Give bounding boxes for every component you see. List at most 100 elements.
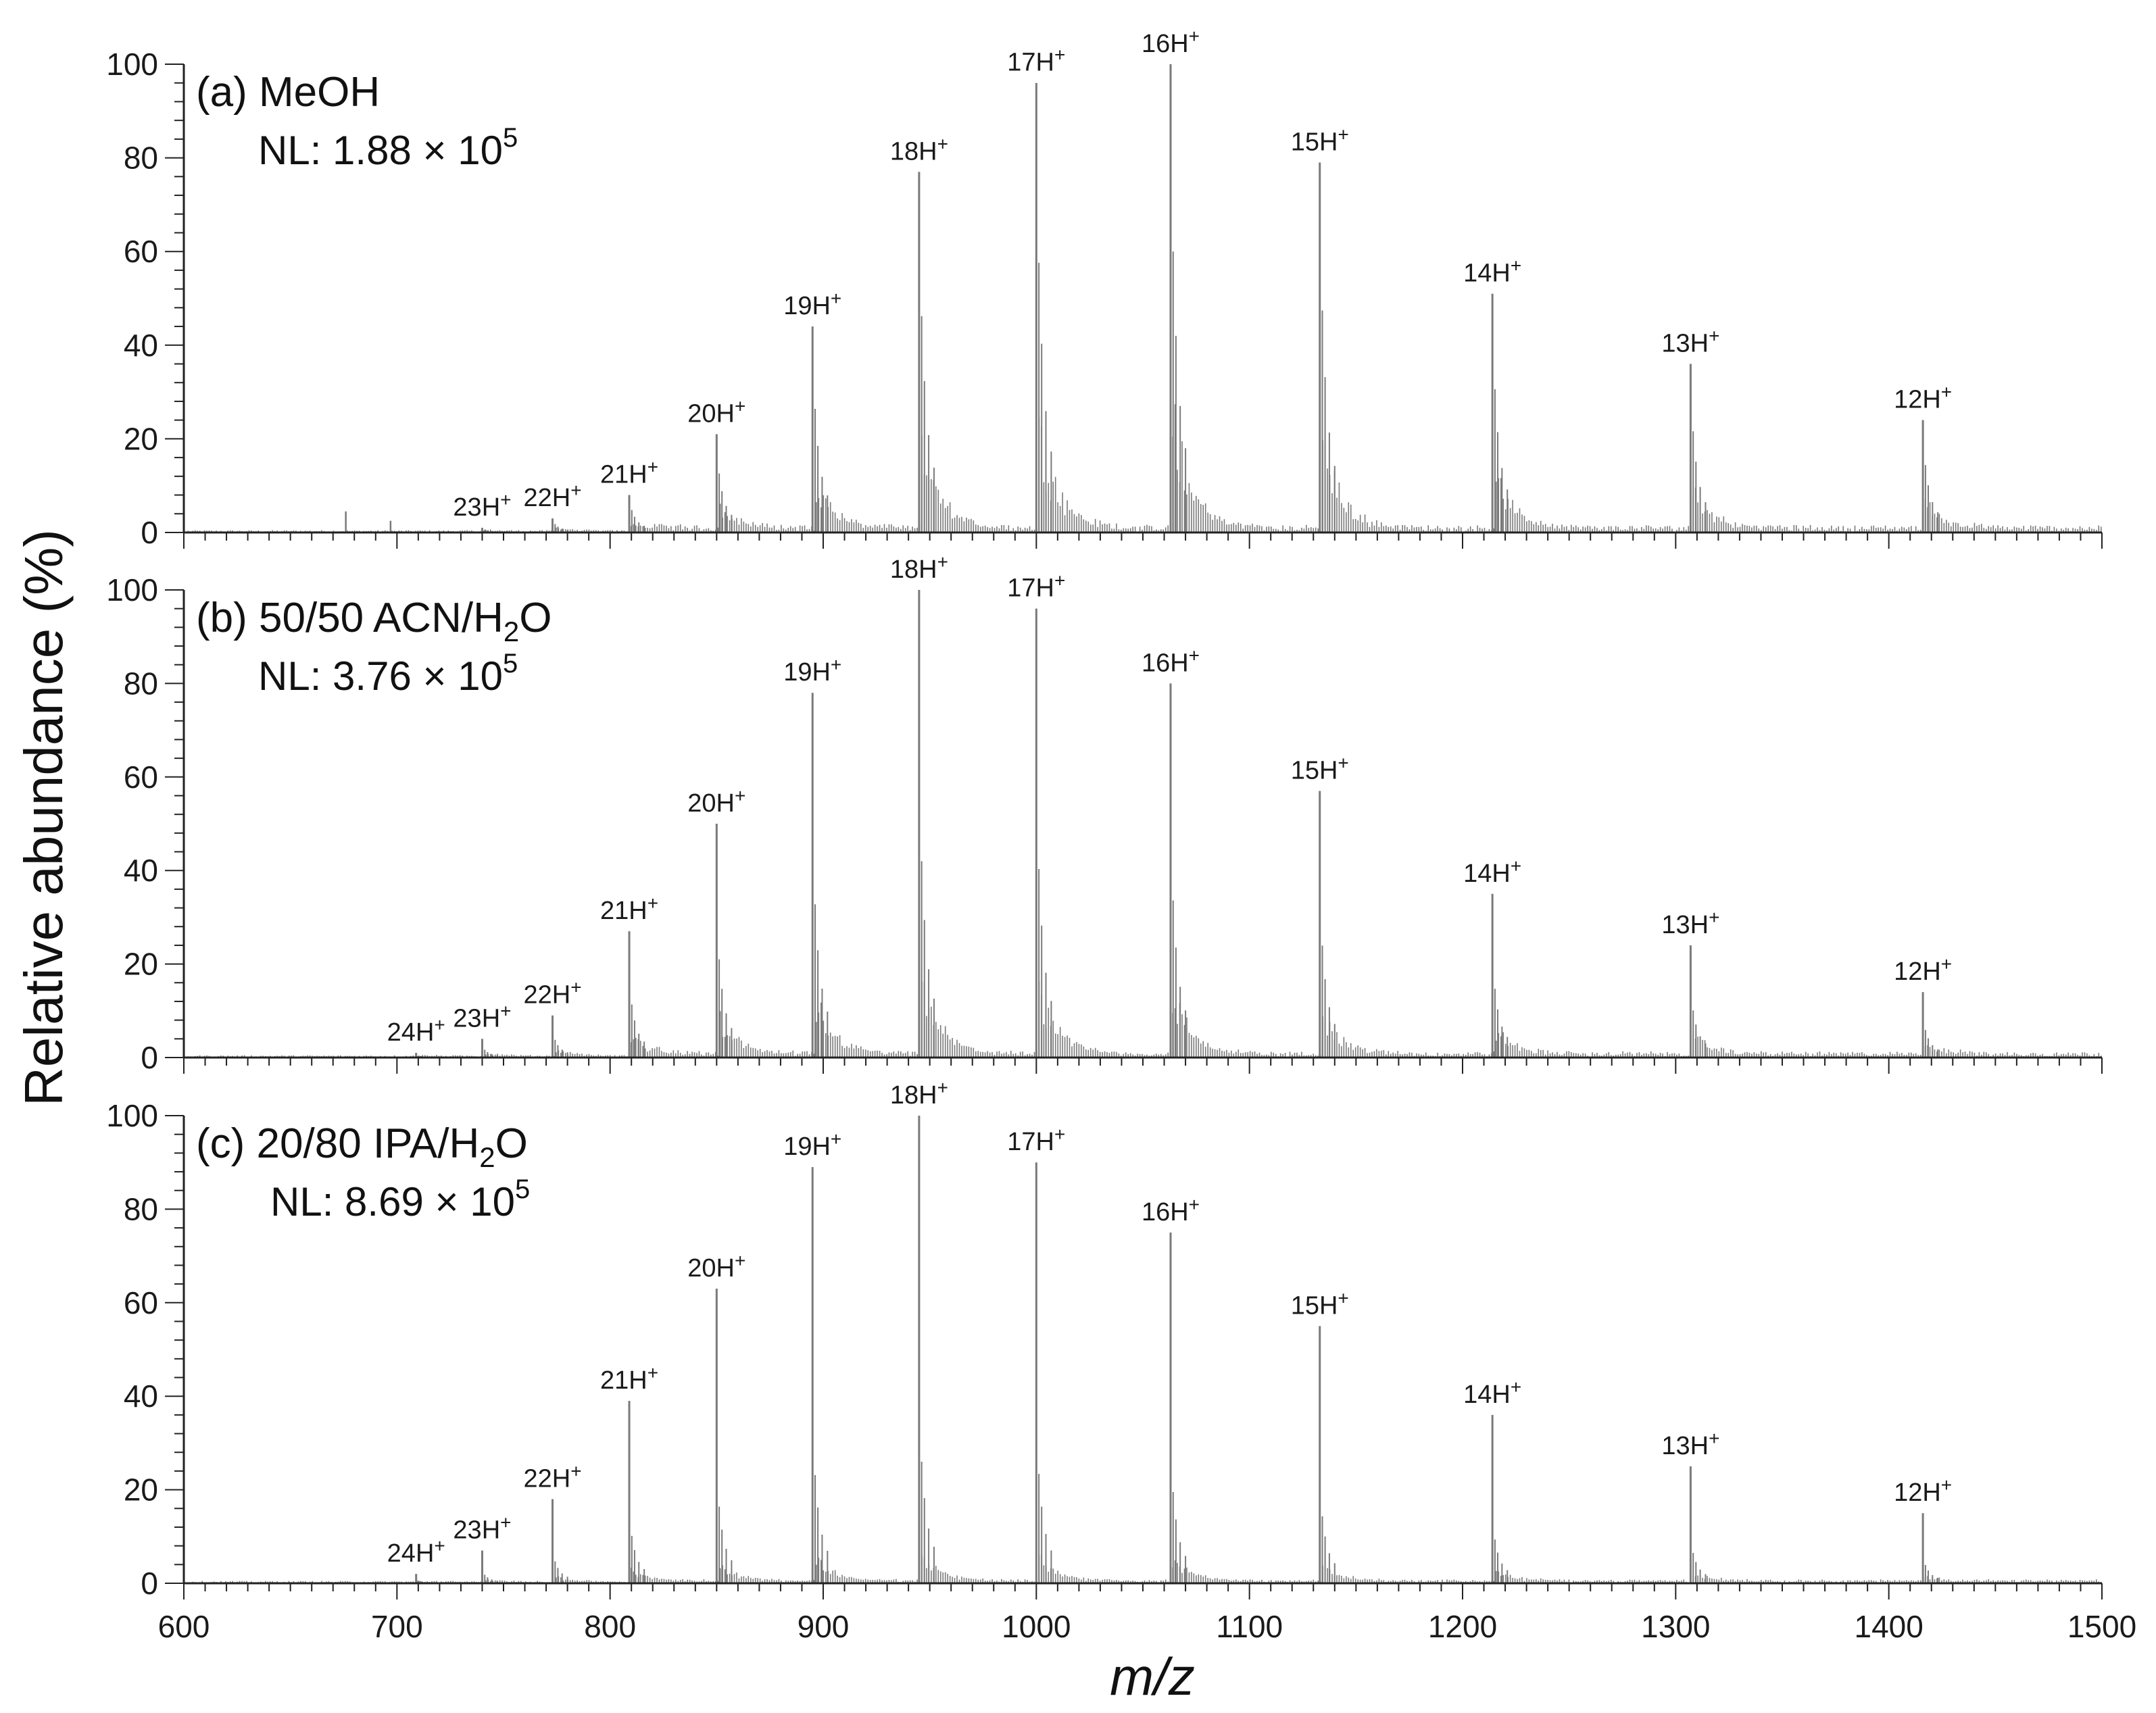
charge-plus-superscript: + bbox=[500, 1512, 511, 1533]
peak-label-18H: 18H+ bbox=[890, 133, 948, 166]
peak-label-14H: 14H+ bbox=[1463, 855, 1521, 888]
charge-state-text: 18H bbox=[890, 137, 937, 166]
peak-label-12H: 12H+ bbox=[1894, 382, 1952, 414]
charge-plus-superscript: + bbox=[937, 551, 948, 572]
peak-label-21H: 21H+ bbox=[600, 457, 658, 489]
charge-plus-superscript: + bbox=[500, 489, 511, 510]
charge-plus-superscript: + bbox=[1338, 1287, 1348, 1308]
charge-state-text: 16H bbox=[1142, 30, 1189, 58]
peak-label-20H: 20H+ bbox=[687, 1250, 745, 1283]
peak-label-21H: 21H+ bbox=[600, 1362, 658, 1395]
charge-plus-superscript: + bbox=[831, 288, 841, 309]
charge-state-text: 12H bbox=[1894, 386, 1941, 414]
y-tick-label-60: 60 bbox=[124, 234, 158, 269]
y-tick-label-40: 40 bbox=[124, 1379, 158, 1414]
nl-value-2: NL: 3.76 × 105 bbox=[258, 649, 518, 699]
nl-exponent: 5 bbox=[515, 1174, 530, 1204]
x-tick-label-900: 900 bbox=[798, 1609, 850, 1644]
peak-label-15H: 15H+ bbox=[1291, 1287, 1349, 1320]
charge-plus-superscript: + bbox=[1511, 855, 1521, 876]
peak-label-23H: 23H+ bbox=[453, 1000, 511, 1033]
charge-plus-superscript: + bbox=[500, 1000, 511, 1021]
charge-plus-superscript: + bbox=[647, 893, 658, 914]
charge-plus-superscript: + bbox=[570, 1460, 581, 1481]
charge-plus-superscript: + bbox=[1338, 753, 1348, 774]
x-tick-label-1400: 1400 bbox=[1854, 1609, 1923, 1644]
charge-plus-superscript: + bbox=[647, 1362, 658, 1383]
charge-state-text: 21H bbox=[600, 897, 647, 925]
charge-plus-superscript: + bbox=[434, 1535, 445, 1556]
charge-plus-superscript: + bbox=[1941, 1474, 1952, 1495]
x-tick-label-700: 700 bbox=[371, 1609, 423, 1644]
charge-state-text: 19H bbox=[783, 1133, 831, 1161]
charge-plus-superscript: + bbox=[1189, 1194, 1200, 1215]
x-tick-label-1200: 1200 bbox=[1428, 1609, 1497, 1644]
nl-text: NL: 1.88 × 10 bbox=[258, 128, 503, 173]
charge-state-text: 23H bbox=[453, 1004, 500, 1033]
charge-state-text: 20H bbox=[687, 789, 735, 818]
peak-label-24H: 24H+ bbox=[387, 1535, 445, 1568]
spectrum-panel-2: 24H+ 23H+22H+21H+20H+19H+18H+17H+16H+15H+… bbox=[106, 551, 2103, 1075]
peak-label-22H: 22H+ bbox=[523, 977, 581, 1010]
x-tick-label-1300: 1300 bbox=[1641, 1609, 1710, 1644]
charge-plus-superscript: + bbox=[647, 457, 658, 478]
panel-title-tail: O bbox=[495, 1120, 528, 1167]
charge-state-text: 12H bbox=[1894, 1479, 1941, 1507]
peak-label-20H: 20H+ bbox=[687, 785, 745, 818]
x-tick-label-1500: 1500 bbox=[2067, 1609, 2136, 1644]
charge-plus-superscript: + bbox=[570, 480, 581, 501]
y-tick-label-0: 0 bbox=[141, 515, 158, 550]
y-tick-label-60: 60 bbox=[124, 760, 158, 795]
charge-state-text: 17H bbox=[1007, 574, 1054, 603]
charge-plus-superscript: + bbox=[1709, 1428, 1719, 1449]
charge-state-text: 18H bbox=[890, 555, 937, 584]
x-tick-label-1100: 1100 bbox=[1216, 1609, 1283, 1644]
charge-state-text: 19H bbox=[783, 658, 831, 687]
charge-plus-superscript: + bbox=[1338, 124, 1348, 145]
peak-label-15H: 15H+ bbox=[1291, 124, 1349, 157]
charge-plus-superscript: + bbox=[1941, 382, 1952, 403]
y-tick-label-100: 100 bbox=[106, 572, 158, 607]
peak-label-12H: 12H+ bbox=[1894, 953, 1952, 986]
charge-state-text: 14H bbox=[1463, 259, 1511, 288]
peak-label-16H: 16H+ bbox=[1142, 26, 1200, 58]
y-axis-title: Relative abundance (%) bbox=[14, 529, 74, 1106]
peak-label-17H: 17H+ bbox=[1007, 1124, 1065, 1156]
peak-label-17H: 17H+ bbox=[1007, 45, 1065, 77]
nl-value-3: NL: 8.69 × 105 bbox=[270, 1174, 530, 1224]
charge-state-text: 14H bbox=[1463, 860, 1511, 888]
charge-state-text: 22H bbox=[523, 981, 570, 1010]
peak-label-18H: 18H+ bbox=[890, 1077, 948, 1110]
charge-plus-superscript: + bbox=[735, 785, 745, 806]
nl-exponent: 5 bbox=[503, 649, 518, 678]
peak-label-16H: 16H+ bbox=[1142, 1194, 1200, 1226]
charge-plus-superscript: + bbox=[735, 395, 745, 416]
charge-plus-superscript: + bbox=[1054, 45, 1065, 66]
y-tick-label-20: 20 bbox=[124, 947, 158, 982]
charge-plus-superscript: + bbox=[831, 654, 841, 675]
nl-text: NL: 8.69 × 10 bbox=[270, 1179, 515, 1224]
charge-plus-superscript: + bbox=[1189, 26, 1200, 47]
nl-value-1: NL: 1.88 × 105 bbox=[258, 123, 518, 173]
y-tick-label-80: 80 bbox=[124, 1191, 158, 1226]
charge-state-text: 17H bbox=[1007, 1128, 1054, 1156]
panel-title-1: (a) MeOH bbox=[196, 69, 380, 116]
y-tick-label-20: 20 bbox=[124, 421, 158, 456]
x-tick-label-600: 600 bbox=[158, 1609, 210, 1644]
charge-plus-superscript: + bbox=[937, 1077, 948, 1098]
peak-label-22H: 22H+ bbox=[523, 1460, 581, 1493]
y-tick-label-40: 40 bbox=[124, 853, 158, 888]
charge-plus-superscript: + bbox=[831, 1128, 841, 1149]
y-tick-label-60: 60 bbox=[124, 1285, 158, 1320]
charge-state-text: 13H bbox=[1661, 911, 1709, 939]
peak-label-12H: 12H+ bbox=[1894, 1474, 1952, 1507]
charge-state-text: 15H bbox=[1291, 1291, 1338, 1320]
charge-state-text: 15H bbox=[1291, 757, 1338, 785]
peak-label-19H: 19H+ bbox=[783, 1128, 841, 1161]
panel-title-subscript: 2 bbox=[504, 616, 519, 647]
charge-plus-superscript: + bbox=[434, 1014, 445, 1035]
charge-plus-superscript: + bbox=[1941, 953, 1952, 974]
peak-label-13H: 13H+ bbox=[1661, 1428, 1719, 1460]
peak-label-19H: 19H+ bbox=[783, 654, 841, 687]
y-tick-label-100: 100 bbox=[106, 47, 158, 82]
